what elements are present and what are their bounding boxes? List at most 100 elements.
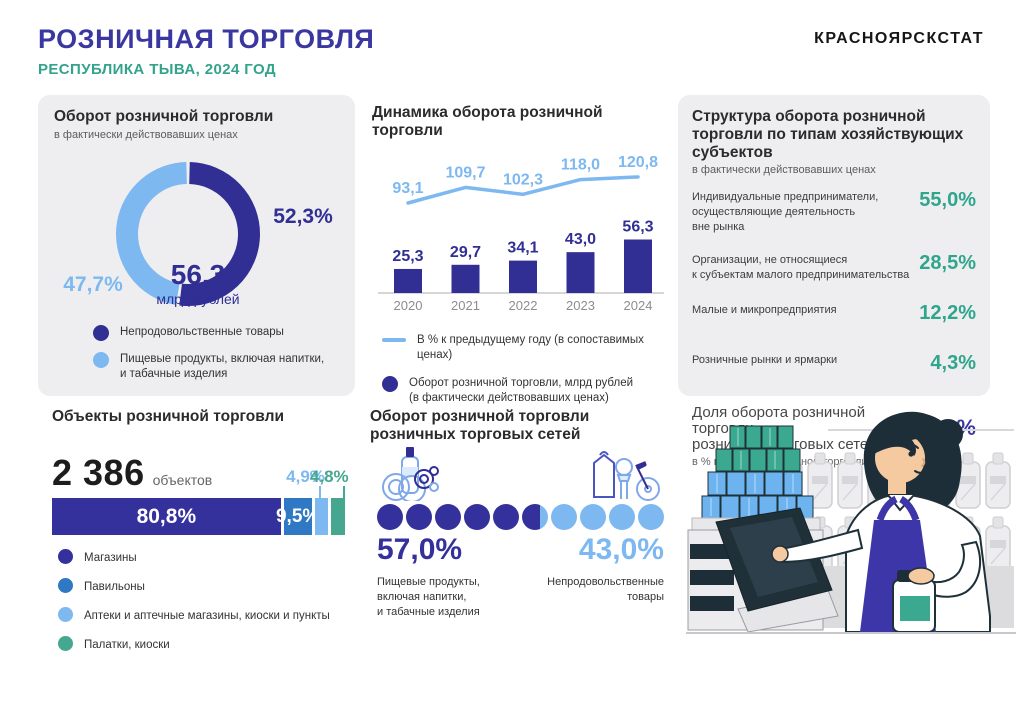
- bar-2021: [451, 264, 480, 293]
- year-label: 2024: [624, 298, 653, 313]
- year-label: 2021: [451, 298, 480, 313]
- page-subtitle: РЕСПУБЛИКА ТЫВА, 2024 ГОД: [38, 61, 276, 78]
- nonfood-share-label: Непродовольственные товары: [547, 576, 664, 603]
- bar-2020: [394, 268, 422, 293]
- donut-label-nonfood: 52,3%: [273, 205, 333, 228]
- brand-logo: КРАСНОЯРСКСТАТ: [814, 30, 984, 47]
- panel-title: Динамика оборота розничной торговли: [372, 104, 603, 139]
- line-value-label: 109,7: [445, 164, 485, 181]
- legend-item: Павильоны: [58, 577, 330, 595]
- legend-dot-swatch: [93, 352, 109, 368]
- bar-2024: [624, 239, 652, 293]
- dynamics-legend: В % к предыдущему году (в сопоставимых ц…: [382, 333, 672, 406]
- chain-captions: Пищевые продукты, включая напитки, и таб…: [377, 575, 664, 620]
- donut-legend: Непродовольственные товары Пищевые продук…: [93, 325, 324, 382]
- legend-label: Пищевые продукты, включая напитки, и таб…: [120, 353, 325, 380]
- legend-line-swatch: [382, 338, 406, 342]
- bar-value-label: 34,1: [507, 240, 538, 257]
- legend-dot-swatch: [58, 549, 73, 564]
- legend-label: В % к предыдущему году (в сопоставимых ц…: [417, 334, 644, 361]
- bar-segment-label: 4,9%: [286, 467, 325, 486]
- panel-title: Структура оборота розничной торговли по …: [692, 108, 964, 161]
- structure-row-label: Розничные рынки и ярмарки: [692, 353, 838, 366]
- cashier-figure: [771, 411, 991, 633]
- panel-retail-turnover: Оборот розничной торговли в фактически д…: [38, 95, 355, 396]
- line-series: [406, 175, 640, 205]
- structure-row: Розничные рынки и ярмарки 4,3%: [692, 353, 976, 373]
- bar-segment-0: 80,8%: [52, 498, 281, 535]
- stacked-bar-chart: 80,8% 9,5% 4,9% 4,8%: [52, 467, 349, 535]
- nonfood-share-value: 43,0%: [578, 533, 664, 566]
- bar-value-label: 29,7: [450, 244, 481, 261]
- line-value-label: 118,0: [561, 157, 600, 174]
- bar-2023: [566, 252, 595, 293]
- chain-values: 57,0% 43,0%: [377, 535, 664, 565]
- legend-dot-swatch: [58, 635, 73, 651]
- chain-icons: [368, 443, 668, 503]
- stacked-bar: 80,8% 9,5%: [52, 498, 345, 535]
- legend-label: Павильоны: [84, 580, 145, 593]
- legend-label: Палатки, киоски: [84, 638, 170, 651]
- food-share-value: 57,0%: [377, 533, 463, 566]
- waffle-dot-5: [522, 504, 548, 530]
- waffle-dot-6: [551, 504, 577, 530]
- waffle-dot-2: [435, 504, 461, 530]
- waffle-dot-4: [493, 504, 519, 530]
- structure-row-value: 12,2%: [919, 301, 976, 324]
- bar-segment-tick: [342, 486, 345, 498]
- donut-slice-1: [116, 162, 260, 306]
- food-products-icon: [382, 447, 439, 503]
- structure-row-value: 4,3%: [930, 351, 976, 374]
- waffle-dot-3: [464, 504, 490, 530]
- structure-row: Организации, не относящиеся к субъектам …: [692, 253, 976, 283]
- panel-title: Объекты розничной торговли: [52, 408, 284, 425]
- dynamics-chart: 25,3 29,7 34,1 43,0 56,3 93,1 109,7 102,3 118,0 1…: [378, 154, 664, 313]
- bar-value-label: 56,3: [622, 219, 653, 236]
- waffle-dots: [377, 504, 664, 530]
- panel-illustration: [678, 404, 1024, 696]
- line-value-label: 93,1: [392, 180, 423, 197]
- objects-count-value: 2 386: [52, 451, 145, 493]
- legend-label: Оборот розничной торговли, млрд рублей (…: [409, 376, 634, 404]
- bar-value-label: 25,3: [392, 248, 423, 265]
- legend-dot-swatch: [382, 375, 398, 392]
- waffle-dot-1: [406, 504, 432, 530]
- legend-dot-swatch: [93, 325, 109, 341]
- bar-value-label: 43,0: [565, 231, 596, 248]
- structure-row-value: 55,0%: [919, 189, 976, 212]
- legend-item: Непродовольственные товары: [93, 325, 324, 341]
- bar-segment-1: 9,5%: [276, 498, 319, 535]
- structure-row-label: Индивидуальные предприниматели, осуществ…: [692, 191, 879, 234]
- panel-turnover-dynamics: Динамика оборота розничной торговли 25,3…: [368, 95, 672, 404]
- bar-2022: [509, 260, 537, 293]
- legend-item: Пищевые продукты, включая напитки, и таб…: [93, 352, 324, 382]
- bar-segment-tick: [318, 486, 321, 498]
- year-label: 2022: [509, 298, 538, 313]
- panel-subtitle: в фактически действовавших ценах: [692, 164, 876, 177]
- year-label: 2023: [566, 298, 595, 313]
- bar-segment-3: [331, 498, 345, 535]
- waffle-dot-7: [580, 504, 606, 530]
- panel-subtitle: в фактически действовавших ценах: [54, 128, 238, 141]
- structure-row-label: Малые и микропредприятия: [692, 303, 837, 316]
- donut-chart: 56,3 млрд рублей 52,3% 47,7%: [48, 145, 343, 317]
- bar-segment-label: 4,8%: [309, 467, 349, 486]
- donut-label-food: 47,7%: [63, 273, 123, 296]
- donut-svg: [116, 162, 260, 306]
- legend-dot-swatch: [58, 577, 73, 593]
- legend-label: Аптеки и аптечные магазины, киоски и пун…: [84, 609, 330, 622]
- donut-center-value: 56,3 млрд рублей: [156, 259, 240, 308]
- product-boxes: [701, 425, 814, 519]
- structure-row: Малые и микропредприятия 12,2%: [692, 303, 976, 323]
- panel-chain-turnover: Оборот розничной торговли розничных торг…: [368, 407, 672, 687]
- legend-item: Аптеки и аптечные магазины, киоски и пун…: [58, 606, 330, 624]
- donut-slice-0: [116, 162, 260, 306]
- structure-rows: Индивидуальные предприниматели, осуществ…: [692, 190, 976, 380]
- structure-row-value: 28,5%: [919, 251, 976, 274]
- objects-count: 2 386 объектов: [52, 452, 341, 494]
- legend-item: Оборот розничной торговли, млрд рублей (…: [382, 375, 672, 406]
- legend-label: Непродовольственные товары: [120, 326, 284, 338]
- panel-structure-by-entity: Структура оборота розничной торговли по …: [678, 95, 990, 468]
- panel-title: Оборот розничной торговли: [54, 108, 274, 125]
